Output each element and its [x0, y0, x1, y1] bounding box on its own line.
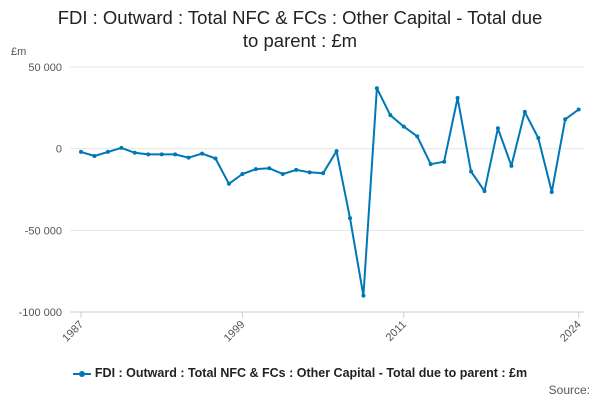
- gridlines: [70, 66, 584, 313]
- data-point[interactable]: [415, 134, 420, 139]
- x-tick-label: 1999: [222, 319, 248, 345]
- data-point[interactable]: [119, 145, 124, 150]
- series-line-group: [79, 86, 581, 298]
- x-axis-tick-labels: 1987 1999 2011 2024: [60, 312, 584, 345]
- data-point[interactable]: [226, 181, 231, 186]
- legend[interactable]: FDI : Outward : Total NFC & FCs : Other …: [0, 366, 600, 380]
- y-axis-tick-labels: 50 000 0 -50 000 -100 000: [19, 62, 62, 319]
- data-point[interactable]: [294, 167, 299, 172]
- chart-title-line-1: FDI : Outward : Total NFC & FCs : Other …: [57, 7, 543, 28]
- data-point[interactable]: [267, 166, 272, 171]
- data-point[interactable]: [105, 149, 110, 154]
- data-point[interactable]: [307, 170, 312, 175]
- x-tick-label: 2011: [384, 319, 409, 344]
- data-point[interactable]: [213, 156, 218, 161]
- data-point[interactable]: [388, 113, 393, 118]
- source-label: Source:: [548, 383, 590, 397]
- data-point[interactable]: [200, 151, 205, 156]
- y-tick-label: -50 000: [25, 225, 62, 237]
- data-point[interactable]: [442, 159, 447, 164]
- series-line: [80, 87, 580, 297]
- y-tick-label: -100 000: [19, 307, 62, 319]
- data-point[interactable]: [173, 152, 178, 157]
- data-point[interactable]: [361, 293, 366, 298]
- data-point[interactable]: [321, 171, 326, 176]
- data-point[interactable]: [186, 155, 191, 160]
- data-point[interactable]: [455, 96, 460, 101]
- data-point[interactable]: [401, 124, 406, 129]
- data-point[interactable]: [522, 109, 527, 114]
- data-point[interactable]: [253, 167, 258, 172]
- data-point[interactable]: [334, 149, 339, 154]
- x-tick-label: 1987: [60, 319, 86, 345]
- data-point[interactable]: [495, 126, 500, 131]
- y-tick-label: 0: [56, 144, 62, 156]
- legend-swatch-icon: [72, 369, 91, 379]
- data-point[interactable]: [428, 162, 433, 167]
- data-point[interactable]: [159, 152, 164, 157]
- chart-title: FDI : Outward : Total NFC & FCs : Other …: [0, 6, 600, 52]
- data-point[interactable]: [576, 107, 581, 112]
- data-point[interactable]: [509, 163, 514, 168]
- data-point[interactable]: [348, 216, 352, 221]
- data-point[interactable]: [146, 152, 151, 157]
- data-point[interactable]: [280, 171, 285, 176]
- data-point[interactable]: [374, 86, 379, 91]
- data-point[interactable]: [536, 136, 541, 141]
- chart-title-line-2: to parent : £m: [242, 30, 358, 51]
- legend-label: FDI : Outward : Total NFC & FCs : Other …: [94, 366, 528, 380]
- data-point[interactable]: [549, 189, 554, 194]
- data-point[interactable]: [92, 154, 97, 159]
- data-point[interactable]: [132, 150, 137, 155]
- data-point[interactable]: [469, 169, 474, 174]
- data-point[interactable]: [240, 171, 245, 176]
- y-tick-label: 50 000: [28, 62, 62, 74]
- data-point[interactable]: [563, 117, 568, 122]
- data-point[interactable]: [482, 189, 487, 194]
- y-axis-unit-label: £m: [11, 46, 26, 58]
- x-tick-label: 2024: [558, 319, 584, 345]
- data-point[interactable]: [79, 149, 83, 154]
